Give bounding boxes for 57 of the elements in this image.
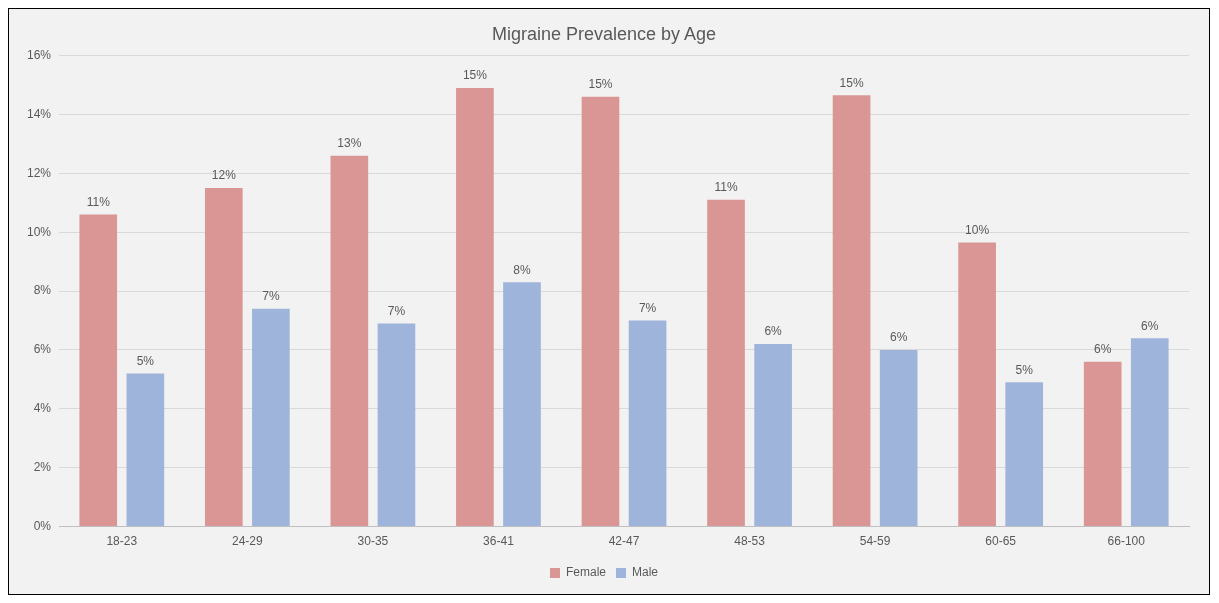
bar xyxy=(126,373,165,527)
y-tick-label: 0% xyxy=(33,518,52,533)
x-tick-label: 18-23 xyxy=(106,534,138,549)
bar xyxy=(1005,382,1044,527)
bar xyxy=(832,95,871,527)
x-tick-label: 42-47 xyxy=(608,534,640,549)
bar xyxy=(958,242,996,527)
bar xyxy=(754,344,792,527)
data-label: 6% xyxy=(1094,342,1112,357)
bar xyxy=(377,323,416,527)
data-label: 8% xyxy=(513,262,531,277)
y-tick-label: 12% xyxy=(26,165,52,180)
data-label: 7% xyxy=(387,303,406,318)
data-label: 5% xyxy=(136,353,155,368)
data-label: 11% xyxy=(714,180,738,195)
bar xyxy=(252,308,290,527)
bar xyxy=(879,349,918,527)
x-tick-label: 24-29 xyxy=(232,534,264,549)
bar xyxy=(707,199,745,527)
bar xyxy=(456,87,494,527)
legend-label: Female xyxy=(565,565,607,580)
data-label: 15% xyxy=(588,77,613,92)
data-label: 5% xyxy=(1015,362,1034,377)
bar xyxy=(79,214,118,527)
data-label: 7% xyxy=(638,300,657,315)
x-tick-label: 48-53 xyxy=(734,534,766,549)
x-tick-label: 66-100 xyxy=(1107,534,1146,549)
x-tick-label: 54-59 xyxy=(859,534,891,549)
data-label: 15% xyxy=(462,68,488,83)
data-label: 13% xyxy=(337,136,362,150)
bar xyxy=(1083,361,1122,527)
bar xyxy=(628,320,667,527)
bar xyxy=(503,282,541,527)
data-label: 15% xyxy=(839,75,864,90)
data-label: 7% xyxy=(262,289,280,304)
bar xyxy=(1130,338,1169,527)
bar xyxy=(581,96,620,527)
legend-label: Male xyxy=(632,565,659,580)
x-tick-label: 60-65 xyxy=(985,534,1017,549)
data-label: 6% xyxy=(889,330,908,345)
y-tick-label: 8% xyxy=(33,283,52,298)
y-tick-label: 2% xyxy=(33,460,52,475)
data-label: 10% xyxy=(965,222,990,237)
x-tick-label: 30-35 xyxy=(357,534,389,549)
y-tick-label: 16% xyxy=(26,47,52,62)
bar xyxy=(204,188,243,527)
data-label: 11% xyxy=(86,194,111,209)
bar xyxy=(330,155,369,527)
x-tick-label: 36-41 xyxy=(483,534,515,549)
y-tick-label: 10% xyxy=(26,224,52,239)
data-label: 6% xyxy=(1141,318,1159,333)
y-tick-label: 14% xyxy=(26,106,52,121)
y-tick-label: 4% xyxy=(33,401,52,416)
data-label: 6% xyxy=(764,324,783,339)
data-label: 12% xyxy=(211,168,237,183)
chart-title: Migraine Prevalence by Age xyxy=(491,23,717,44)
y-tick-label: 6% xyxy=(33,342,52,357)
